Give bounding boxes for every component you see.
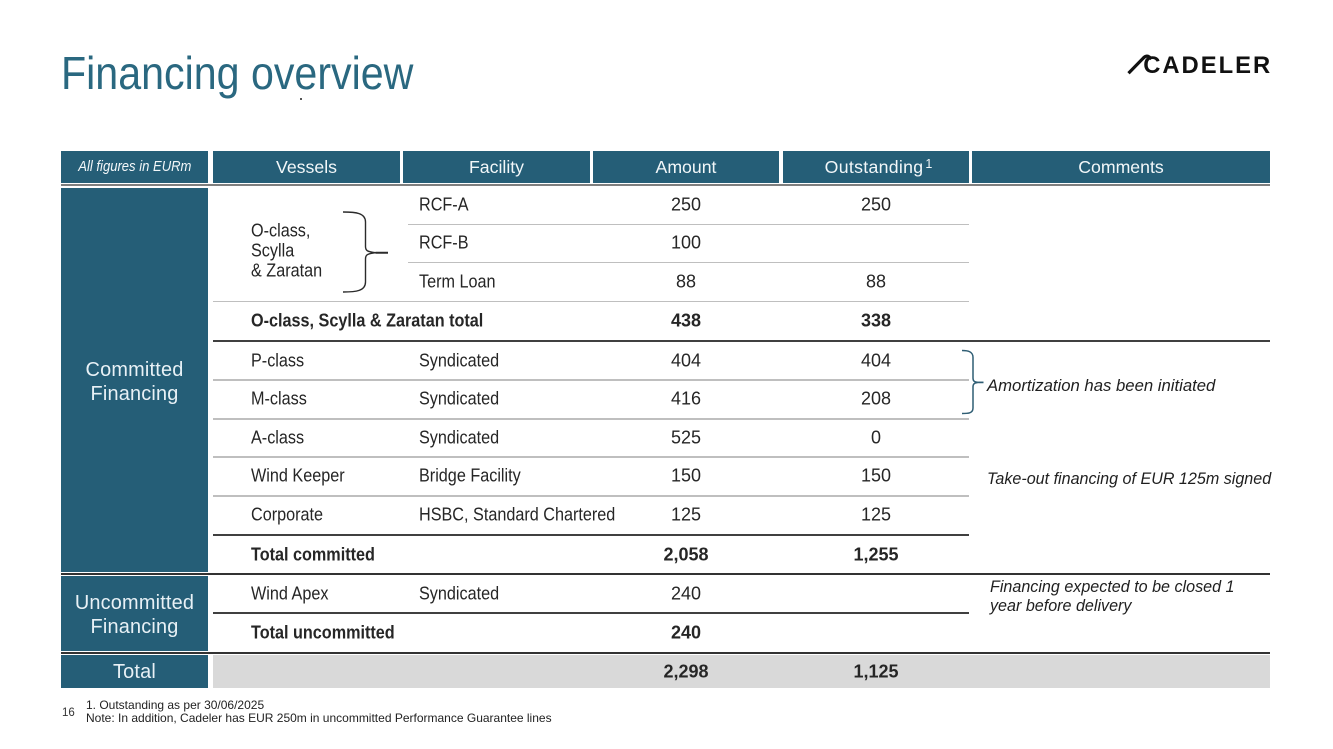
svg-text:CADELER: CADELER: [1143, 52, 1272, 76]
